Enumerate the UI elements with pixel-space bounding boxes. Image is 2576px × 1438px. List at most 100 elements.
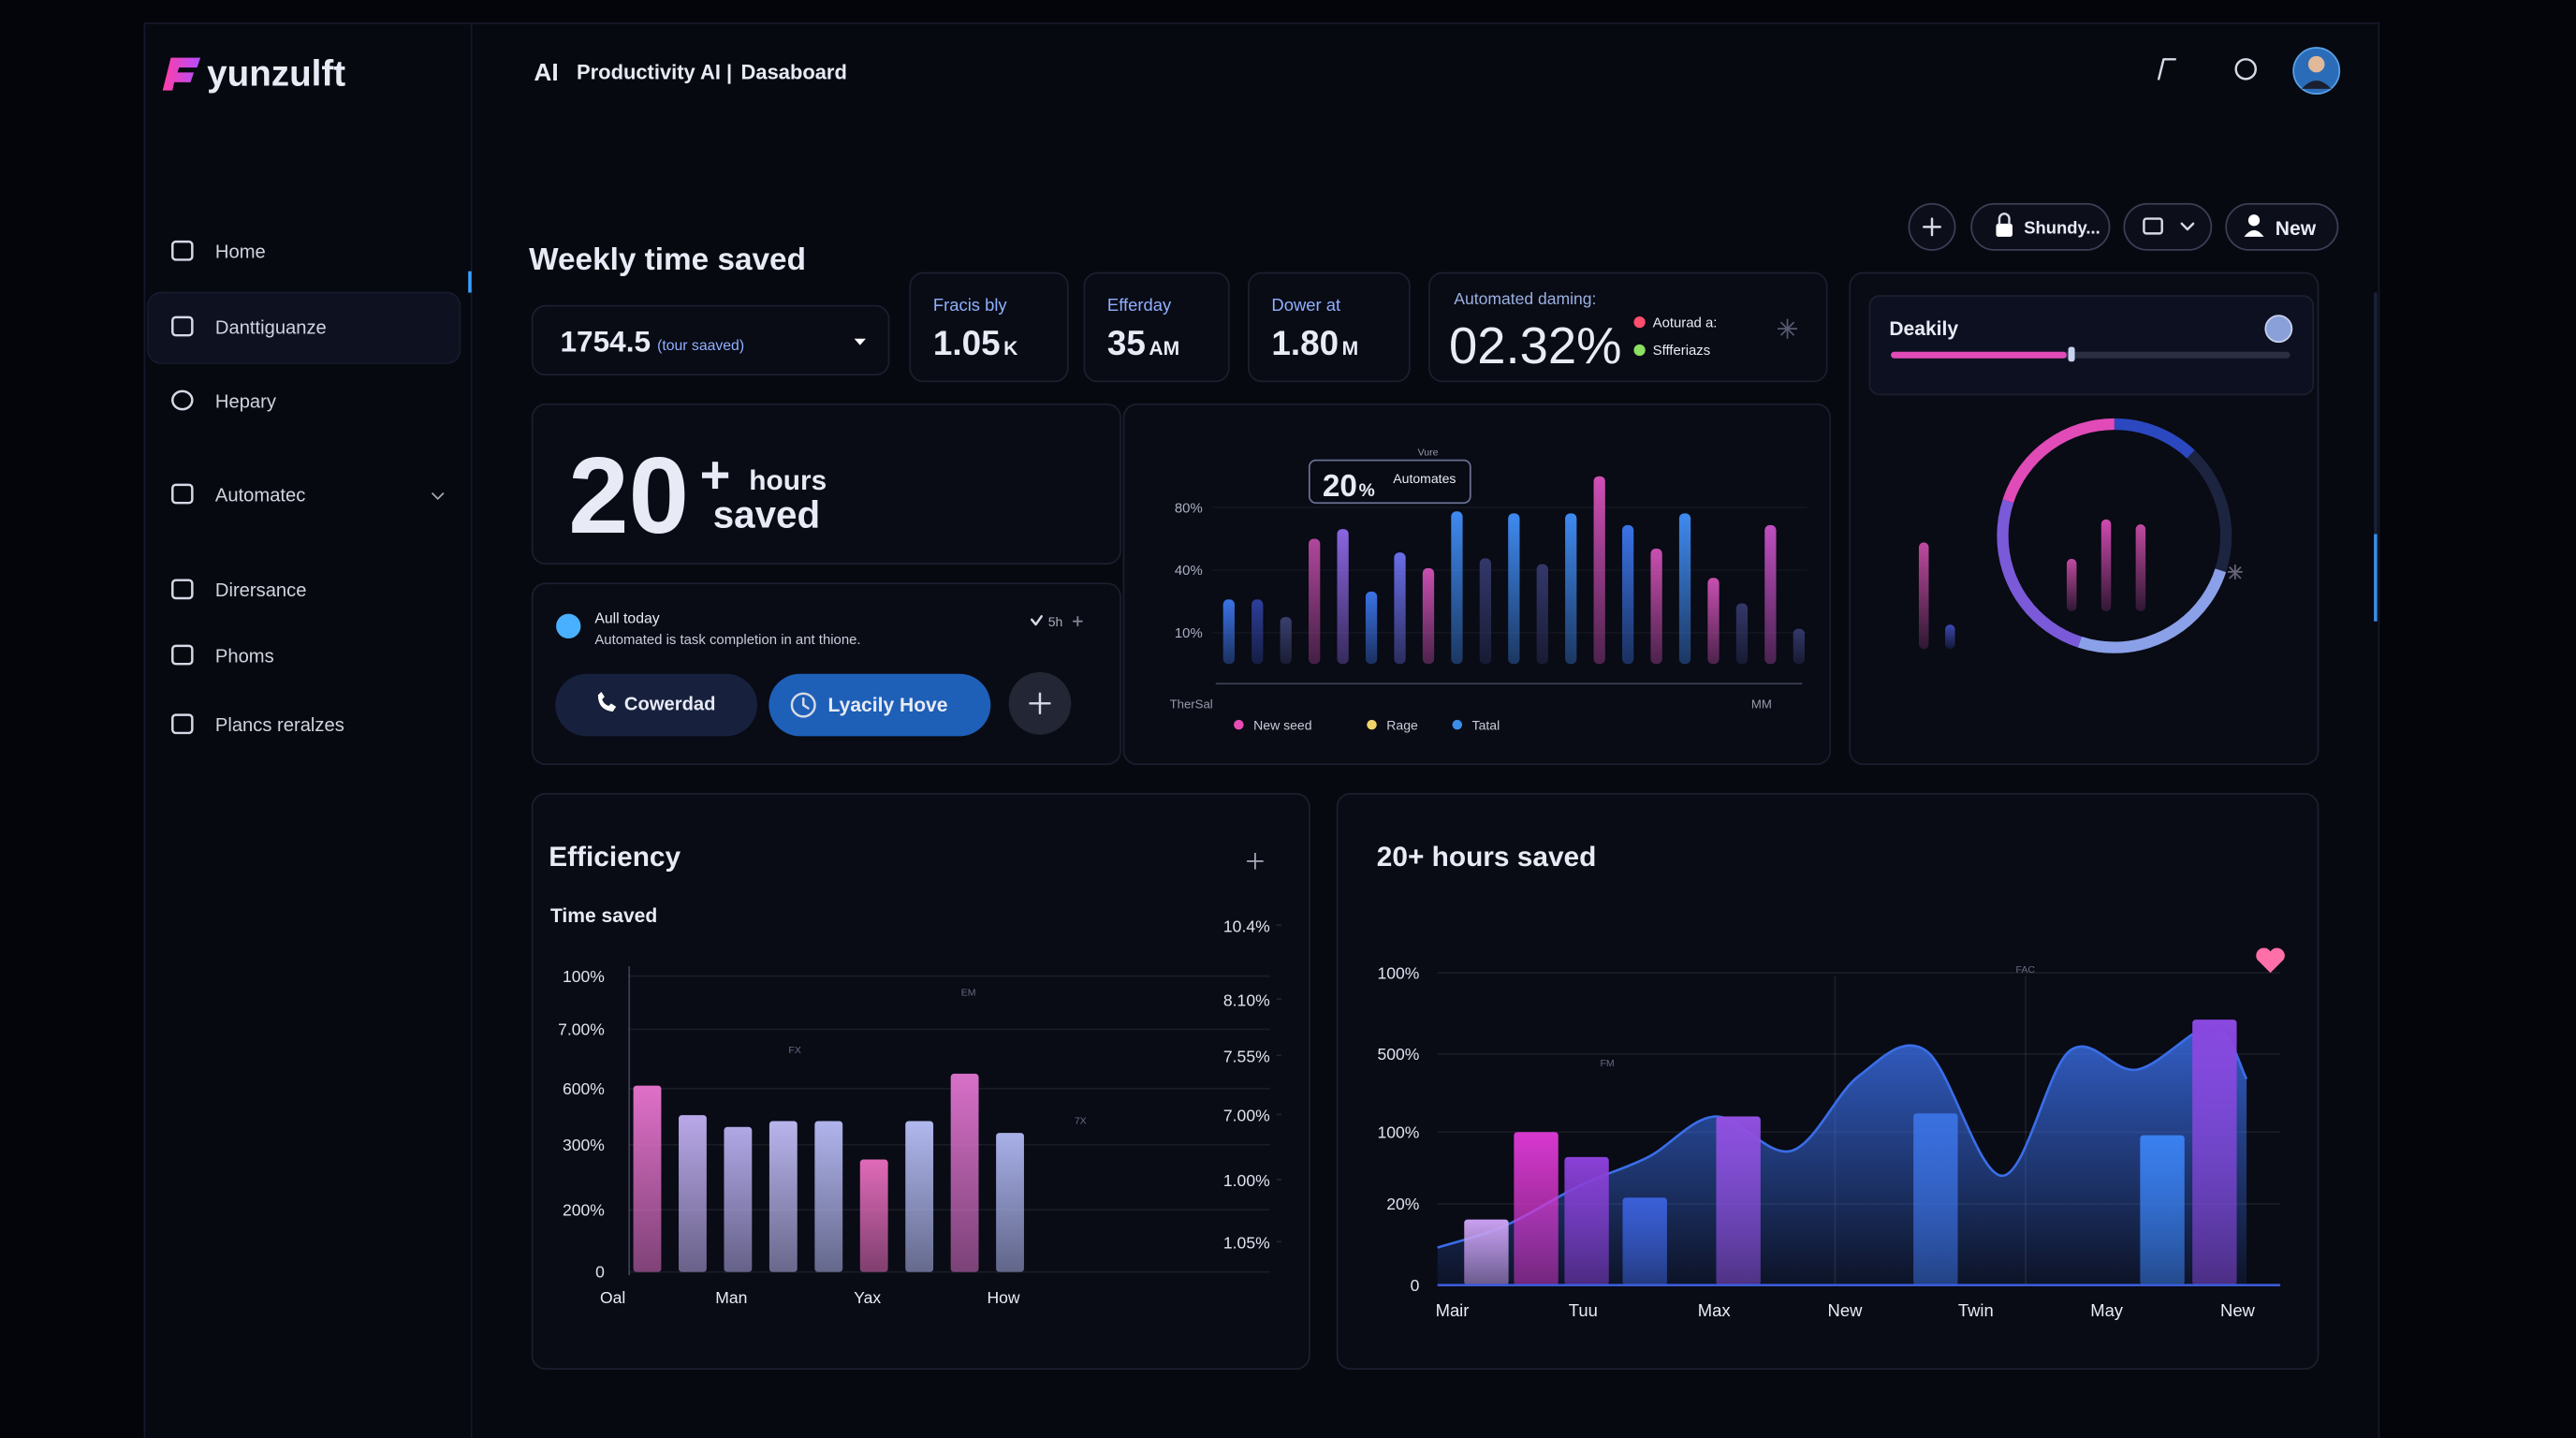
y-tick-label: 100%	[563, 967, 605, 986]
progress-card	[1868, 295, 2315, 396]
toolbar: Shundy... New	[1908, 202, 2339, 251]
view-icon	[2143, 217, 2163, 235]
plus-icon	[1029, 692, 1051, 715]
settings-icon[interactable]	[2234, 58, 2257, 81]
bar	[1678, 513, 1691, 665]
notice-icon	[556, 613, 581, 638]
stat-unit: AM	[1149, 338, 1179, 360]
nav-item[interactable]: Dirersance	[171, 579, 307, 602]
share-pill[interactable]	[1970, 202, 2111, 251]
bar	[1514, 1132, 1559, 1285]
stat-unit: K	[1003, 338, 1017, 360]
bar	[2140, 1135, 2185, 1285]
donut-segment	[1997, 418, 2232, 653]
nav-item[interactable]: Hepary	[171, 389, 277, 413]
bar	[996, 1133, 1024, 1272]
y-tick-label: 200%	[563, 1200, 605, 1219]
efficiency-plus[interactable]	[1247, 853, 1264, 870]
hero-value: 20	[568, 434, 689, 556]
stat-card	[1248, 271, 1411, 383]
hero-line2: saved	[713, 493, 820, 536]
legend-dot	[1367, 719, 1377, 730]
nav-label: Dirersance	[215, 580, 307, 601]
y-tick-label: 10%	[1175, 626, 1203, 641]
stat-unit: M	[1342, 338, 1359, 360]
nav-item[interactable]: Danttiguanze	[147, 291, 461, 364]
plus-icon	[1922, 217, 1942, 237]
notice-meta: 5h	[1048, 614, 1063, 629]
avatar-body	[2301, 81, 2332, 89]
x-tick-label: Man	[715, 1288, 747, 1307]
sparkle-icon	[2227, 565, 2243, 580]
x-tick-label: May	[2090, 1300, 2124, 1320]
nav-label: Home	[215, 242, 266, 263]
y-tick-label: 0	[595, 1263, 605, 1282]
y2-tick-label: 7.00%	[1223, 1106, 1270, 1124]
bar	[1918, 542, 1929, 650]
avatar-face	[2307, 55, 2325, 73]
bar	[1565, 513, 1577, 665]
notice-text: Automated is task completion in ant thio…	[594, 633, 860, 648]
nav-item[interactable]: Phoms	[171, 644, 274, 668]
nav-label: Plancs reralzes	[215, 715, 344, 736]
annotation: FX	[788, 1045, 800, 1056]
call-button[interactable]	[555, 673, 758, 737]
bar	[950, 1073, 979, 1272]
stat-card	[1083, 271, 1230, 383]
bar	[679, 1115, 707, 1272]
bar	[905, 1121, 934, 1272]
chevron	[2180, 222, 2195, 231]
bar	[1394, 552, 1406, 665]
notice-plus	[1073, 616, 1083, 626]
bar	[1222, 599, 1235, 665]
select-unit: (tour saaved)	[657, 338, 744, 354]
hero-plus: +	[700, 446, 731, 505]
music-icon[interactable]	[2157, 58, 2176, 81]
heart-icon[interactable]	[2256, 947, 2285, 974]
legend-label: Tatal	[1472, 717, 1500, 732]
callout-unit: %	[1359, 481, 1375, 501]
nav-icon	[171, 713, 194, 735]
legend-label: Sffferiazs	[1653, 344, 1711, 359]
bar	[2066, 558, 2077, 612]
card-title: Efficiency	[549, 842, 681, 873]
select-caret	[854, 338, 866, 345]
donut-segment	[1997, 418, 2232, 653]
x-tick-label: New	[2220, 1300, 2256, 1320]
hero-card	[531, 404, 1121, 565]
nav-item[interactable]: Plancs reralzes	[171, 713, 344, 737]
efficiency-card	[531, 792, 1310, 1371]
annotation: 7X	[1075, 1116, 1087, 1127]
schedule-button[interactable]	[768, 673, 991, 737]
stat-value: 1.05	[933, 324, 1001, 362]
clock-hands	[802, 697, 810, 710]
bar	[2192, 1020, 2237, 1285]
stat-value: 35	[1107, 324, 1146, 362]
bar	[1422, 567, 1435, 665]
view-pill[interactable]	[2123, 202, 2213, 251]
lock-icon	[1996, 223, 2012, 237]
nav-item[interactable]: Home	[171, 240, 266, 263]
donut-segment	[1997, 418, 2232, 653]
bar	[1621, 524, 1634, 665]
callout-value: 20	[1323, 469, 1357, 504]
legend-dot	[1234, 719, 1244, 730]
nav-icon	[171, 389, 194, 411]
x-tick-label: How	[987, 1288, 1019, 1307]
x-label: MM	[1751, 697, 1772, 712]
callout-top: Vure	[1418, 447, 1439, 458]
x-label: TherSal	[1170, 697, 1213, 712]
nav-item[interactable]: Automatec	[171, 483, 445, 506]
nav-label: Automatec	[215, 485, 305, 506]
nav-icon	[171, 579, 194, 600]
nav-icon	[171, 644, 194, 666]
bar	[768, 1121, 798, 1272]
nav-icon	[171, 483, 194, 505]
y2-tick-label: 1.00%	[1223, 1171, 1270, 1190]
select-box[interactable]	[531, 304, 890, 376]
call-label: Cowerdad	[624, 694, 716, 714]
bar	[1508, 513, 1520, 665]
stat-label: Dower at	[1271, 295, 1340, 315]
automated-value: 02.32%	[1449, 317, 1621, 374]
stat-card	[909, 271, 1069, 383]
